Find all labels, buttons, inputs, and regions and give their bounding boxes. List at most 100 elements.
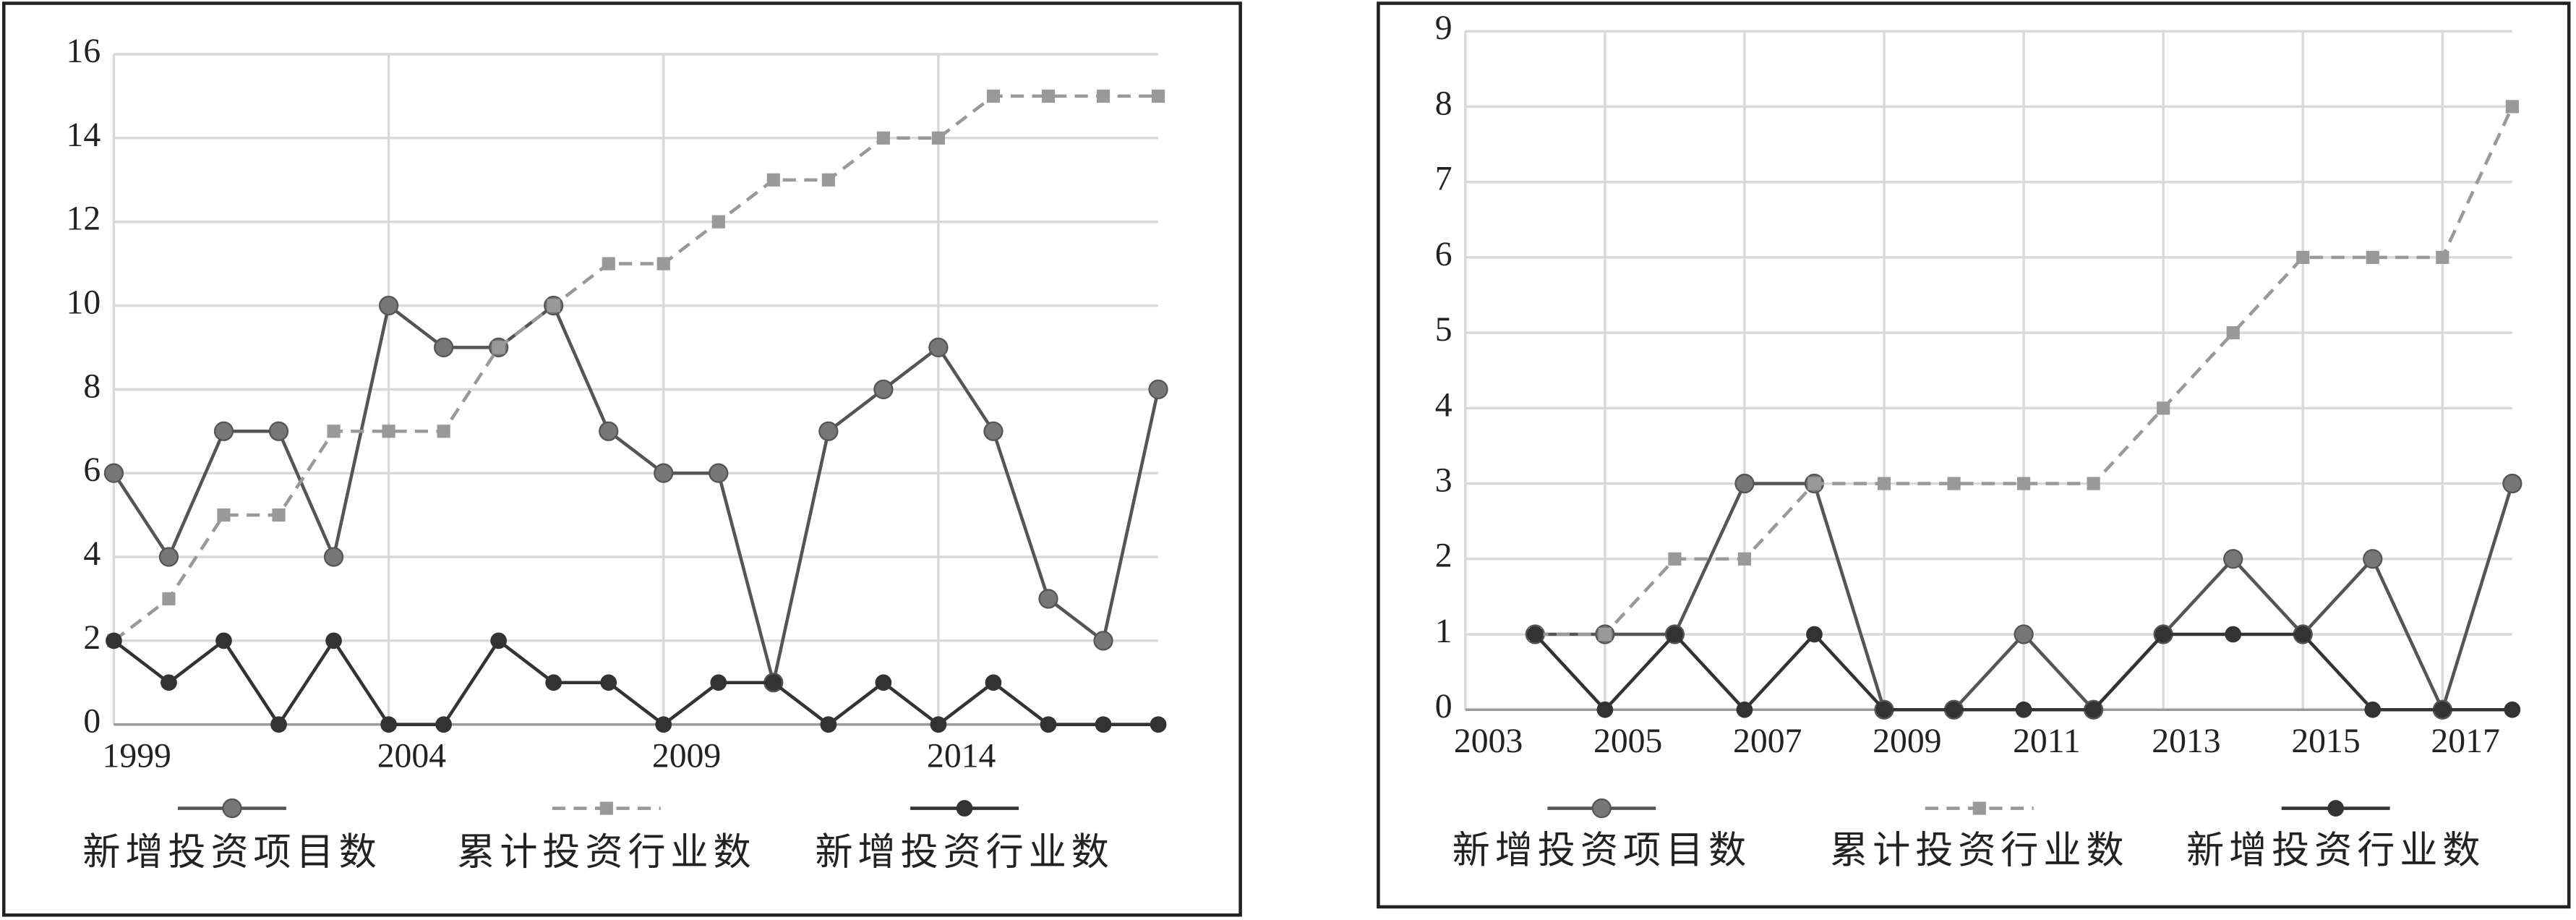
data-point (2296, 250, 2310, 264)
y-tick-label: 8 (1435, 84, 1452, 122)
data-point (2085, 701, 2102, 718)
x-tick-label: 2009 (652, 736, 721, 775)
data-point (600, 674, 617, 691)
x-tick-label: 2017 (2431, 722, 2499, 760)
data-point (709, 463, 729, 483)
data-point (1040, 716, 1057, 733)
data-point (1151, 89, 1165, 103)
data-point (1806, 626, 1823, 643)
x-tick-label: 2015 (2291, 722, 2360, 760)
y-tick-label: 9 (1435, 9, 1452, 47)
legend-text: 累计投资行业数 (1830, 830, 2128, 872)
y-tick-label: 4 (83, 534, 100, 573)
data-point (710, 674, 727, 691)
data-point (2014, 624, 2034, 644)
series-line (112, 302, 1160, 683)
y-tick-label: 0 (83, 702, 100, 741)
data-point (162, 592, 176, 606)
data-point (213, 421, 234, 441)
x-tick-label: 2004 (377, 736, 447, 775)
data-point (437, 425, 450, 438)
frame (1377, 1, 2571, 909)
data-point (2157, 401, 2170, 415)
y-tick-label: 1 (1435, 612, 1452, 650)
data-point (2504, 701, 2521, 718)
data-point (930, 716, 947, 733)
data-point (986, 89, 1001, 103)
data-point (765, 674, 782, 691)
data-point (2294, 626, 2311, 643)
data-point (103, 463, 124, 483)
data-point (2017, 477, 2031, 490)
data-point (327, 425, 341, 438)
data-point (931, 131, 946, 145)
y-tick-label: 4 (1435, 386, 1452, 424)
data-point (2364, 701, 2382, 718)
y-tick-label: 5 (1435, 310, 1452, 349)
data-point (1877, 477, 1891, 490)
data-point (983, 421, 1004, 441)
data-point (2434, 701, 2451, 718)
data-point (1737, 552, 1752, 566)
data-point (1875, 701, 1893, 718)
data-point (1946, 701, 1962, 718)
legend-marker (956, 800, 973, 817)
data-point (268, 421, 289, 441)
data-point (2366, 250, 2379, 264)
data-point (2225, 626, 2242, 643)
data-point (1041, 89, 1056, 103)
data-point (2015, 701, 2032, 718)
data-point (873, 379, 894, 399)
data-point (1668, 552, 1682, 566)
data-point (1148, 379, 1168, 399)
x-tick-label: 1999 (103, 736, 171, 775)
data-point (547, 299, 560, 312)
data-point (490, 632, 508, 649)
frame (1, 1, 1242, 917)
data-point (2223, 549, 2243, 569)
legend-marker (1972, 801, 1986, 815)
data-point (928, 337, 949, 358)
data-point (711, 215, 725, 229)
data-point (1598, 627, 1612, 642)
data-point (1596, 701, 1614, 718)
series-line (1535, 106, 2514, 636)
data-point (492, 341, 505, 354)
data-point (821, 173, 835, 187)
y-tick-label: 2 (1435, 537, 1452, 575)
data-point (325, 632, 342, 649)
x-tick-label: 2013 (2152, 722, 2220, 760)
data-point (602, 257, 615, 271)
data-point (158, 547, 179, 567)
y-tick-label: 14 (67, 116, 101, 154)
data-point (1736, 701, 1753, 718)
data-point (2154, 626, 2172, 643)
data-point (876, 131, 890, 145)
data-point (1096, 89, 1111, 103)
legend-marker (1591, 798, 1612, 819)
x-tick-label: 2009 (1873, 722, 1941, 760)
data-point (545, 674, 562, 691)
data-point (272, 508, 286, 522)
y-tick-label: 16 (67, 32, 101, 70)
data-point (656, 257, 670, 271)
y-tick-label: 0 (1435, 687, 1452, 725)
data-point (820, 716, 837, 733)
x-tick-label: 2014 (927, 736, 996, 775)
data-point (654, 463, 674, 483)
data-point (599, 421, 619, 441)
y-tick-label: 3 (1435, 461, 1452, 500)
data-point (380, 716, 397, 733)
legend-text: 新增投资行业数 (2186, 830, 2485, 872)
y-tick-label: 6 (83, 451, 100, 489)
data-point (1666, 626, 1683, 643)
legend-text: 新增投资项目数 (82, 831, 381, 873)
data-point (435, 716, 452, 733)
y-tick-label: 2 (83, 618, 100, 657)
legend-text: 新增投资项目数 (1452, 830, 1751, 872)
data-point (2436, 250, 2449, 264)
legend-text: 累计投资行业数 (457, 831, 756, 873)
series-line (113, 637, 1159, 728)
data-point (655, 716, 672, 733)
